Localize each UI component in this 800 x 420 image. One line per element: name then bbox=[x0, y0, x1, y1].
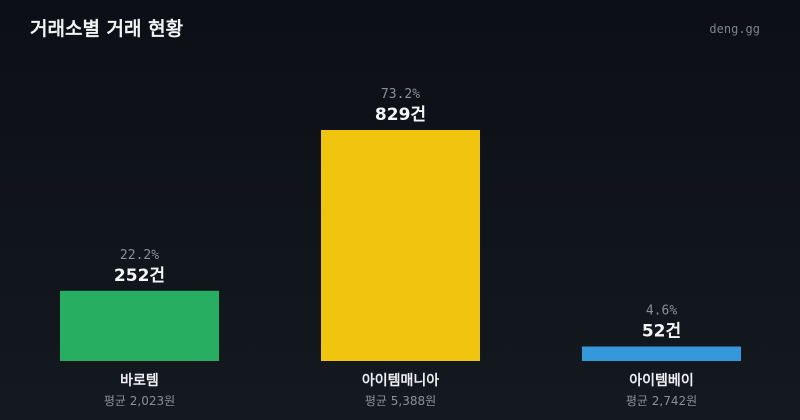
brand-label: deng.gg bbox=[709, 22, 760, 36]
percent-label: 4.6% bbox=[646, 304, 677, 319]
category-label: 아이템베이 bbox=[629, 372, 693, 389]
bar-1 bbox=[321, 130, 480, 361]
average-label: 평균 2,023원 bbox=[104, 394, 175, 408]
value-label: 252건 bbox=[114, 266, 165, 286]
category-label: 바로템 bbox=[120, 372, 159, 389]
page-title: 거래소별 거래 현황 bbox=[30, 18, 184, 40]
bar-0 bbox=[60, 290, 219, 361]
average-label: 평균 5,388원 bbox=[365, 394, 436, 408]
category-label: 아이템매니아 bbox=[362, 372, 439, 389]
value-label: 829건 bbox=[375, 105, 426, 125]
value-label: 52건 bbox=[642, 322, 681, 342]
bar-2 bbox=[582, 346, 741, 361]
percent-label: 22.2% bbox=[120, 248, 159, 263]
percent-label: 73.2% bbox=[381, 87, 420, 102]
average-label: 평균 2,742원 bbox=[626, 394, 697, 408]
